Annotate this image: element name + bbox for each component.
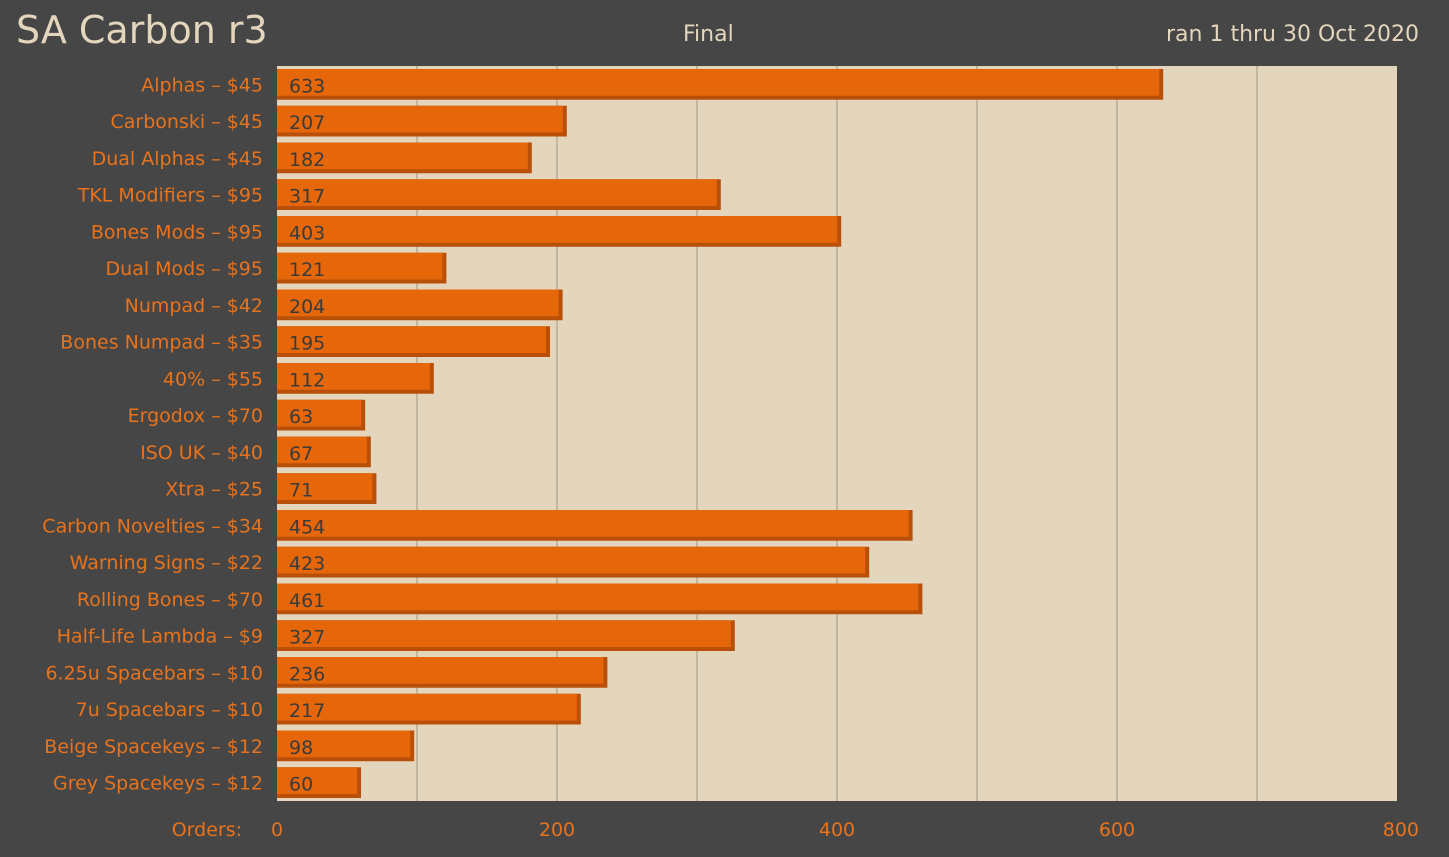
category-label: Warning Signs – $22 [70, 552, 263, 574]
bar-group: 217 [277, 693, 581, 725]
bar-value-label: 207 [289, 112, 325, 134]
bar-group: 121 [277, 252, 447, 284]
bar [277, 473, 373, 500]
x-tick-label: 800 [1383, 819, 1419, 841]
bar-value-label: 236 [289, 663, 325, 685]
bar-group: 67 [277, 436, 371, 468]
category-label: 7u Spacebars – $10 [76, 699, 263, 721]
bar-group: 403 [277, 216, 842, 247]
category-label: 6.25u Spacebars – $10 [45, 662, 263, 684]
bar-group: 236 [277, 657, 608, 688]
bar-value-label: 423 [289, 553, 325, 575]
x-tick-label: 600 [1099, 819, 1135, 841]
bar-value-label: 633 [289, 75, 325, 97]
bar-group: 461 [277, 583, 923, 615]
x-tick-label: 0 [271, 819, 283, 841]
bar-group: 207 [277, 105, 567, 137]
bar [277, 657, 604, 684]
category-label: Numpad – $42 [125, 295, 263, 317]
category-label: Bones Numpad – $35 [60, 332, 263, 354]
bar [277, 216, 838, 243]
category-label: Half-Life Lambda – $9 [57, 626, 263, 648]
bar-group: 195 [277, 326, 550, 357]
bar [277, 546, 866, 574]
bar-value-label: 71 [289, 480, 313, 502]
bar [277, 767, 357, 794]
bar-value-label: 317 [289, 186, 325, 208]
bar-group: 423 [277, 546, 870, 578]
bar-group: 327 [277, 620, 735, 651]
bar-group: 633 [277, 69, 1164, 100]
bar-value-label: 403 [289, 222, 325, 244]
bar [277, 363, 430, 390]
date-range: ran 1 thru 30 Oct 2020 [1165, 22, 1419, 47]
bar [277, 436, 367, 464]
category-label: Alphas – $45 [141, 74, 263, 96]
category-label: Xtra – $25 [165, 479, 263, 501]
x-tick-label: 400 [819, 819, 855, 841]
bar-group: 182 [277, 142, 532, 174]
bar-group: 204 [277, 289, 563, 321]
bar-value-label: 182 [289, 149, 325, 171]
bar-value-label: 195 [289, 333, 325, 355]
bar-value-label: 112 [289, 369, 325, 391]
bar [277, 730, 411, 758]
category-label: Bones Mods – $95 [91, 221, 263, 243]
bar-value-label: 461 [289, 590, 325, 612]
bar [277, 399, 362, 427]
bar [277, 583, 919, 611]
bar-value-label: 217 [289, 700, 325, 722]
bar-group: 71 [277, 473, 377, 504]
bar [277, 252, 443, 280]
x-axis-label: Orders: [172, 819, 242, 841]
category-label: Ergodox – $70 [128, 405, 263, 427]
bar [277, 510, 909, 537]
chart-title: SA Carbon r3 [16, 8, 268, 52]
category-label: Carbon Novelties – $34 [42, 515, 263, 537]
category-label: Dual Mods – $95 [106, 258, 263, 280]
category-label: Carbonski – $45 [111, 111, 263, 133]
bar-value-label: 63 [289, 406, 313, 428]
bar [277, 142, 528, 170]
bar [277, 105, 563, 133]
category-label: Dual Alphas – $45 [92, 148, 263, 170]
category-label: TKL Modifiers – $95 [77, 185, 263, 207]
bar [277, 289, 559, 317]
chart-subtitle: Final [683, 22, 734, 47]
x-tick-label: 200 [539, 819, 575, 841]
bar-value-label: 327 [289, 627, 325, 649]
bar [277, 620, 731, 647]
bar-group: 98 [277, 730, 415, 762]
bar-group: 63 [277, 399, 366, 431]
bar [277, 693, 577, 721]
bar-value-label: 67 [289, 443, 313, 465]
bar-value-label: 60 [289, 774, 313, 796]
bar-value-label: 204 [289, 296, 325, 318]
bar [277, 326, 546, 353]
category-label: Beige Spacekeys – $12 [44, 736, 263, 758]
bar [277, 179, 717, 206]
category-label: 40% – $55 [163, 368, 263, 390]
bar-group: 60 [277, 767, 361, 798]
bar [277, 69, 1160, 96]
bar-group: 112 [277, 363, 434, 394]
category-label: Rolling Bones – $70 [77, 589, 263, 611]
bar-value-label: 98 [289, 737, 313, 759]
bar-value-label: 454 [289, 516, 325, 538]
bar-group: 454 [277, 510, 913, 541]
category-label: ISO UK – $40 [140, 442, 263, 464]
bar-group: 317 [277, 179, 721, 210]
bar-value-label: 121 [289, 259, 325, 281]
category-label: Grey Spacekeys – $12 [53, 773, 263, 795]
